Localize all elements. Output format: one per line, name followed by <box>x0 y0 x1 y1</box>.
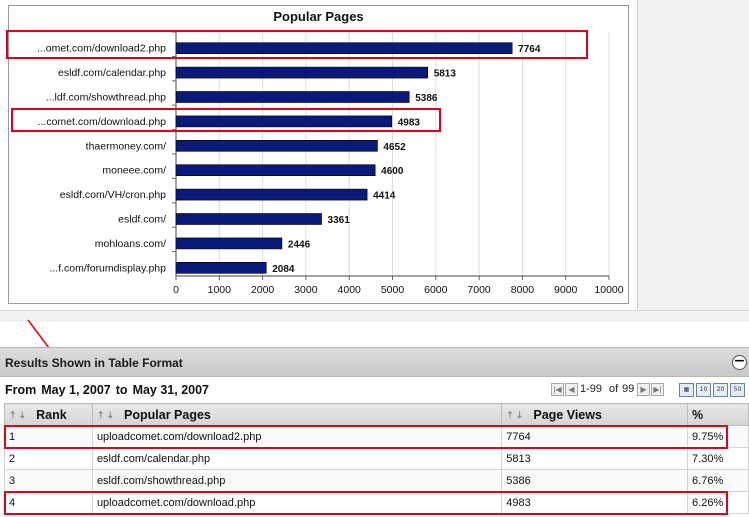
bar <box>175 140 378 152</box>
table-row: 4 uploadcomet.com/download.php 4983 6.26… <box>4 491 749 514</box>
bar <box>175 66 429 79</box>
data-label: 4414 <box>373 191 396 202</box>
category-label: esldf.com/calendar.php <box>58 67 166 79</box>
data-label: 4600 <box>381 166 404 177</box>
results-header: Results Shown in Table Format − <box>0 347 749 377</box>
data-label: 4652 <box>383 142 406 153</box>
category-label: moneee.com/ <box>102 165 166 177</box>
date-end: May 31, 2007 <box>132 383 210 397</box>
sort-arrows-icon[interactable]: ⇡⇣ <box>96 409 117 420</box>
category-label: ...ldf.com/showthread.php <box>46 92 166 104</box>
date-range-row: From May 1, 2007 to May 31, 2007 |◀ ◀ 1-99 … <box>0 378 749 402</box>
table-header-row: ⇡⇣ Rank ⇡⇣ Popular Pages ⇡⇣ Page Views % <box>4 403 749 426</box>
collapse-minus-icon[interactable]: − <box>732 353 747 370</box>
next-page-icon[interactable]: ▶ <box>637 383 650 396</box>
page-of-label: of <box>609 383 619 395</box>
data-label: 5386 <box>415 93 438 104</box>
table-highlight-row-1 <box>4 425 728 449</box>
date-to-label: to <box>115 383 128 397</box>
bar-chart-canvas: 0 1000 2000 3000 4000 5000 6000 7000 8000 9000 100… <box>37 31 624 296</box>
data-label: 4983 <box>398 117 421 128</box>
view-20-rows-button[interactable]: 20 <box>713 383 728 397</box>
bar <box>175 42 513 55</box>
sort-arrows-icon[interactable]: ⇡⇣ <box>506 409 526 420</box>
x-tick-label: 10000 <box>594 284 623 296</box>
prev-page-icon[interactable]: ◀ <box>565 383 578 396</box>
date-from-label: From <box>5 383 37 397</box>
column-header-rank[interactable]: ⇡⇣ Rank <box>4 403 93 426</box>
x-tick-label: 5000 <box>381 284 405 296</box>
view-grid-icon[interactable]: ▦ <box>679 383 694 397</box>
last-page-icon[interactable]: ▶| <box>651 383 664 396</box>
cell-page: uploadcomet.com/download.php <box>91 491 503 514</box>
x-tick-label: 0 <box>173 284 179 296</box>
chart-title: Popular Pages <box>273 9 364 24</box>
cell-views: 5386 <box>501 469 689 492</box>
bar <box>175 213 322 225</box>
x-tick-label: 4000 <box>338 284 362 296</box>
data-label: 3361 <box>328 215 351 226</box>
table-row: 1 uploadcomet.com/download2.php 7764 9.7… <box>4 425 749 448</box>
column-header-popular-pages[interactable]: ⇡⇣ Popular Pages <box>91 403 503 426</box>
right-gutter <box>637 0 749 322</box>
date-start: May 1, 2007 <box>41 383 111 397</box>
popular-pages-chart: Popular Pages 0 1000 2000 3000 4000 5000 6000 7… <box>8 5 629 304</box>
cell-percent: 7.30% <box>687 447 749 470</box>
column-header-percent[interactable]: % <box>687 403 749 426</box>
column-header-page-views[interactable]: ⇡⇣ Page Views <box>501 403 689 426</box>
x-tick-label: 9000 <box>554 284 578 296</box>
first-page-icon[interactable]: |◀ <box>551 383 564 396</box>
x-tick-label: 3000 <box>294 284 318 296</box>
results-title: Results Shown in Table Format <box>5 356 183 370</box>
cell-page: esldf.com/calendar.php <box>91 447 503 470</box>
table-row: 2 esldf.com/calendar.php 5813 7.30% <box>4 447 749 470</box>
category-label: ...omet.com/download2.php <box>37 43 166 55</box>
page-range: 1-99 <box>580 383 603 395</box>
date-range: From May 1, 2007 to May 31, 2007 <box>5 383 214 397</box>
category-label: esldf.com/ <box>118 214 166 226</box>
bar <box>175 188 368 201</box>
view-10-rows-button[interactable]: 10 <box>696 383 711 397</box>
category-label: ...comet.com/download.php <box>38 116 167 128</box>
table-highlight-row-4 <box>4 491 728 515</box>
data-label: 2446 <box>288 239 311 250</box>
bar <box>175 261 267 274</box>
x-tick-label: 8000 <box>511 284 535 296</box>
cell-page: uploadcomet.com/download2.php <box>91 425 503 448</box>
chart-highlight-download2 <box>6 30 588 59</box>
page-total: 99 <box>622 383 635 395</box>
section-divider <box>0 310 749 322</box>
cell-page: esldf.com/showthread.php <box>91 469 503 492</box>
cell-percent: 6.26% <box>687 491 749 514</box>
x-tick-label: 7000 <box>467 284 491 296</box>
category-label: thaermoney.com/ <box>86 140 166 152</box>
cell-percent: 9.75% <box>687 425 749 448</box>
cell-percent: 6.76% <box>687 469 749 492</box>
cell-rank: 2 <box>4 447 93 470</box>
data-label: 2084 <box>272 264 295 275</box>
table-row: 3 esldf.com/showthread.php 5386 6.76% <box>4 469 749 492</box>
x-tick-label: 1000 <box>208 284 232 296</box>
category-label: ...f.com/forumdisplay.php <box>49 262 166 274</box>
bar <box>175 164 376 176</box>
category-label: esldf.com/VH/cron.php <box>60 189 166 201</box>
view-50-rows-button[interactable]: 50 <box>730 383 745 397</box>
bar <box>175 115 393 128</box>
data-label: 7764 <box>518 44 541 55</box>
bar <box>175 237 283 250</box>
x-tick-label: 2000 <box>251 284 275 296</box>
category-label: mohloans.com/ <box>95 238 166 250</box>
sort-arrows-icon[interactable]: ⇡⇣ <box>9 409 29 420</box>
bar <box>175 91 410 103</box>
chart-highlight-download <box>11 108 441 132</box>
cell-rank: 3 <box>4 469 93 492</box>
cell-views: 5813 <box>501 447 689 470</box>
x-tick-label: 6000 <box>424 284 448 296</box>
data-label: 5813 <box>434 69 457 80</box>
